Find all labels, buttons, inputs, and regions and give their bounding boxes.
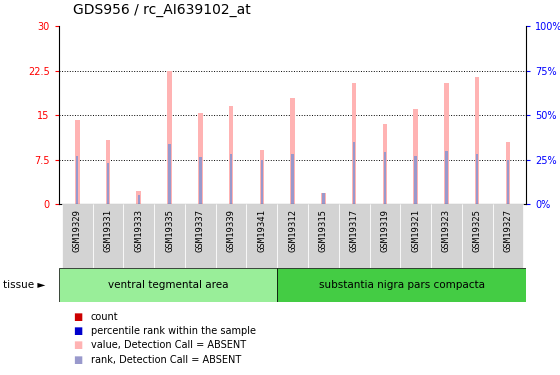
Text: ventral tegmental area: ventral tegmental area [108,280,228,290]
Bar [384,152,386,204]
Text: value, Detection Call = ABSENT: value, Detection Call = ABSENT [91,340,246,350]
Bar [506,142,510,204]
Bar [277,204,308,268]
Text: GSM19315: GSM19315 [319,210,328,252]
Bar [76,156,78,204]
Text: ■: ■ [73,355,82,364]
Text: GSM19327: GSM19327 [503,210,512,252]
Bar [229,106,234,204]
Text: substantia nigra pars compacta: substantia nigra pars compacta [319,280,485,290]
Bar [123,204,154,268]
Text: GSM19337: GSM19337 [196,210,205,252]
Bar [445,151,447,204]
Bar [476,154,478,204]
Text: GSM19325: GSM19325 [473,210,482,252]
Bar [154,204,185,268]
Bar [246,204,277,268]
Text: GSM19312: GSM19312 [288,210,297,252]
Bar [167,71,172,204]
Text: GSM19319: GSM19319 [380,210,389,252]
Text: GSM19331: GSM19331 [104,210,113,252]
Bar [308,204,339,268]
Bar [475,77,479,204]
Text: GSM19341: GSM19341 [258,210,267,252]
Text: tissue ►: tissue ► [3,280,45,290]
Text: rank, Detection Call = ABSENT: rank, Detection Call = ABSENT [91,355,241,364]
Bar [107,163,109,204]
Bar [493,204,524,268]
Bar [413,110,418,204]
Text: ■: ■ [73,326,82,336]
Text: ■: ■ [73,312,82,322]
Bar [322,192,325,204]
Text: ■: ■ [73,340,82,350]
Text: GSM19321: GSM19321 [411,210,420,252]
Bar [59,268,277,302]
Bar [507,160,509,204]
Bar [277,268,526,302]
Text: count: count [91,312,118,322]
Bar [382,124,387,204]
Bar [431,204,462,268]
Bar [370,204,400,268]
Bar [75,120,80,204]
Bar [62,204,92,268]
Bar [414,156,417,204]
Text: GDS956 / rc_AI639102_at: GDS956 / rc_AI639102_at [73,3,250,17]
Bar [291,154,294,204]
Text: GSM19333: GSM19333 [134,210,143,252]
Bar [352,82,356,204]
Text: percentile rank within the sample: percentile rank within the sample [91,326,256,336]
Bar [260,160,263,204]
Bar [216,204,246,268]
Bar [138,195,140,204]
Bar [353,142,356,204]
Bar [199,157,202,204]
Bar [321,192,326,204]
Bar [339,204,370,268]
Bar [137,191,141,204]
Text: GSM19329: GSM19329 [73,210,82,252]
Text: GSM19339: GSM19339 [227,210,236,252]
Bar [444,82,449,204]
Bar [185,204,216,268]
Bar [290,98,295,204]
Bar [198,113,203,204]
Bar [259,150,264,204]
Bar [400,204,431,268]
Bar [92,204,123,268]
Text: GSM19335: GSM19335 [165,210,174,252]
Bar [169,144,171,204]
Bar [462,204,493,268]
Bar [106,140,110,204]
Bar [230,154,232,204]
Text: GSM19323: GSM19323 [442,210,451,252]
Text: GSM19317: GSM19317 [349,210,358,252]
